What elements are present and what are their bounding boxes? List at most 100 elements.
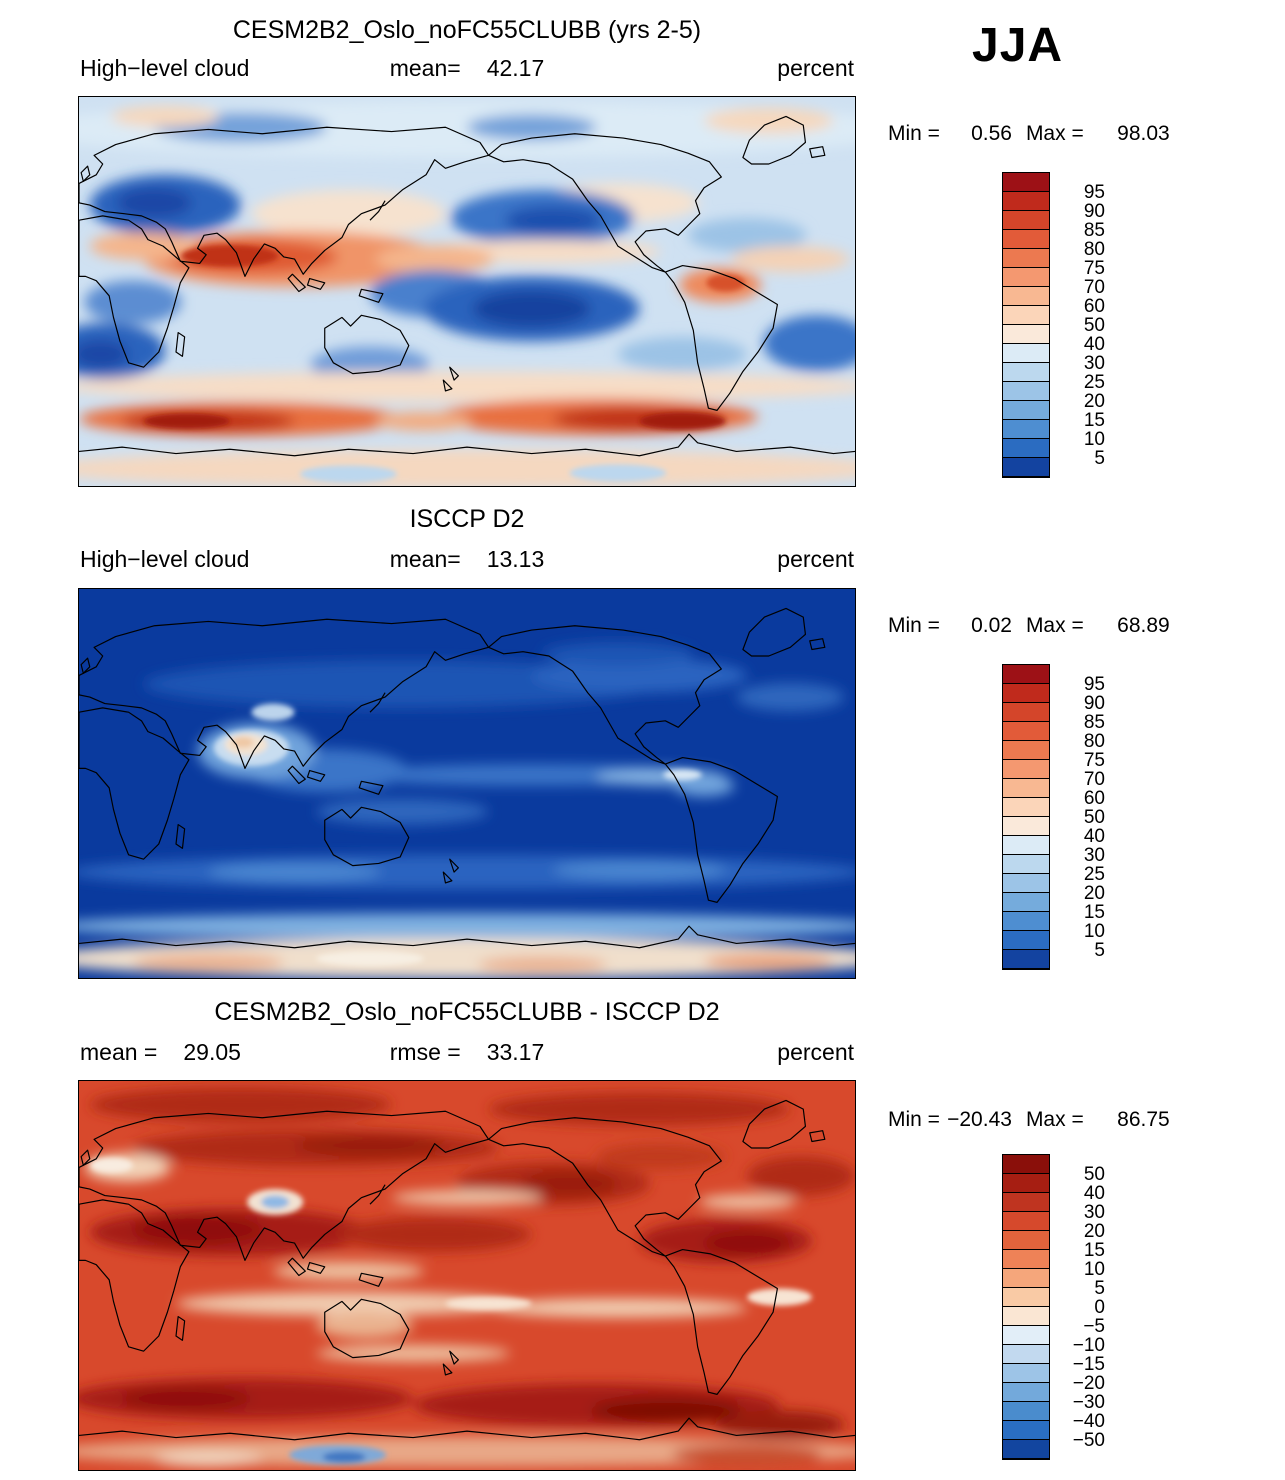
panel3-max-value: 86.75 (1117, 1108, 1170, 1131)
colorbar-box (1003, 363, 1049, 382)
panel1-minmax: Min = 0.56 Max = 98.03 (888, 122, 1218, 146)
panel3-min-value: −20.43 (947, 1108, 1012, 1131)
colorbar-tick-label: 10 (1083, 1259, 1105, 1280)
colorbar-tick-label: 90 (1083, 201, 1105, 222)
colorbar-tick-label: 80 (1083, 239, 1105, 260)
colorbar-box (1003, 344, 1049, 363)
colorbar-tick-label: 50 (1083, 807, 1105, 828)
colorbar-box (1003, 1402, 1049, 1421)
panel3-title: CESM2B2_Oslo_noFC55CLUBB - ISCCP D2 (214, 998, 720, 1026)
colorbar-tick-label: 85 (1083, 220, 1105, 241)
panel1-title: CESM2B2_Oslo_noFC55CLUBB (yrs 2-5) (232, 16, 702, 44)
colorbar-tick-label: 75 (1083, 750, 1105, 771)
colorbar-tick-label: 5 (1094, 1278, 1105, 1299)
colorbar-tick-label: 95 (1083, 182, 1105, 203)
panel1-subrow: High−level cloud mean= 42.17 percent (78, 55, 856, 85)
colorbar-box (1003, 192, 1049, 211)
panel3-minmax: Min = −20.43 Max = 86.75 (888, 1108, 1218, 1132)
panel1-min-label: Min = (888, 122, 940, 145)
panel3-rmse: rmse = 33.17 (390, 1039, 545, 1066)
colorbar-box (1003, 665, 1049, 684)
colorbar-box (1003, 306, 1049, 325)
colorbar-box (1003, 1155, 1049, 1174)
colorbar-tick-label: −15 (1072, 1354, 1105, 1375)
colorbar-tick-label: 5 (1094, 940, 1105, 961)
panel1-variable-label: High−level cloud (80, 55, 250, 81)
colorbar-box (1003, 382, 1049, 401)
colorbar-box (1003, 1212, 1049, 1231)
colorbar-tick-label: 40 (1083, 1183, 1105, 1204)
panel3-min-label: Min = (888, 1108, 940, 1131)
colorbar-box (1003, 268, 1049, 287)
world-map-isccp (79, 589, 855, 978)
panel3-max-label: Max = (1025, 1108, 1084, 1131)
colorbar-tick-label: 15 (1083, 902, 1105, 923)
panel3-units-label: percent (777, 1039, 854, 1065)
map-difference (78, 1080, 856, 1471)
panel2-units-label: percent (777, 546, 854, 572)
colorbar-tick-label: 50 (1083, 1164, 1105, 1185)
colorbar-box (1003, 230, 1049, 249)
colorbar-tick-label: 5 (1094, 448, 1105, 469)
colorbar-tick-label: 10 (1083, 429, 1105, 450)
panel3-mean: mean = 29.05 (80, 1039, 241, 1066)
panel2-title: ISCCP D2 (409, 505, 525, 533)
colorbar-box (1003, 874, 1049, 893)
colorbar-box (1003, 1174, 1049, 1193)
colorbar-box (1003, 1193, 1049, 1212)
colorbar-tick-label: 25 (1083, 372, 1105, 393)
colorbar-tick-label: 20 (1083, 883, 1105, 904)
colorbar-box (1003, 741, 1049, 760)
panel3-rmse-value: 33.17 (486, 1039, 545, 1065)
colorbar-tick-label: 30 (1083, 1202, 1105, 1223)
colorbar-box (1003, 401, 1049, 420)
panel1-colorbar: 95 90 85 80 75 70 60 50 40 30 25 20 15 10 5 (1002, 172, 1105, 478)
colorbar-tick-label: 30 (1083, 845, 1105, 866)
colorbar-tick-label: 95 (1083, 674, 1105, 695)
panel1-mean-label: mean= (389, 55, 461, 81)
colorbar-box (1003, 855, 1049, 874)
colorbar-box (1003, 1326, 1049, 1345)
colorbar-box (1003, 931, 1049, 950)
colorbar-box (1003, 760, 1049, 779)
colorbar-tick-label: 70 (1083, 769, 1105, 790)
map-model (78, 96, 856, 487)
panel3-mean-value: 29.05 (183, 1039, 241, 1065)
panel1-min-value: 0.56 (971, 122, 1012, 145)
colorbar-box (1003, 722, 1049, 741)
colorbar-tick-label: −40 (1072, 1411, 1105, 1432)
panel2-variable-label: High−level cloud (80, 546, 250, 572)
colorbar-box (1003, 684, 1049, 703)
colorbar-box (1003, 1440, 1049, 1459)
colorbar-box (1003, 1345, 1049, 1364)
colorbar-tick-label: 20 (1083, 1221, 1105, 1242)
colorbar-box (1003, 1364, 1049, 1383)
panel1-units-label: percent (777, 55, 854, 81)
colorbar-box (1003, 912, 1049, 931)
panel1-max-label: Max = (1025, 122, 1084, 145)
colorbar-box (1003, 779, 1049, 798)
colorbar-tick-label: 80 (1083, 731, 1105, 752)
colorbar-box (1003, 1288, 1049, 1307)
world-map-model (79, 97, 855, 486)
colorbar-tick-label: 30 (1083, 353, 1105, 374)
panel1-mean: mean= 42.17 (390, 55, 545, 82)
colorbar-tick-label: 70 (1083, 277, 1105, 298)
colorbar-box (1003, 1250, 1049, 1269)
panel3-subrow: mean = 29.05 rmse = 33.17 percent (78, 1039, 856, 1069)
colorbar-tick-label: −50 (1072, 1430, 1105, 1451)
panel2-min-label: Min = (888, 614, 940, 637)
world-map-difference (79, 1081, 855, 1470)
panel1-mean-value: 42.17 (486, 55, 545, 81)
panel2-mean-value: 13.13 (486, 546, 545, 572)
colorbar-tick-label: −30 (1072, 1392, 1105, 1413)
colorbar-tick-label: 40 (1083, 826, 1105, 847)
colorbar-tick-label: 75 (1083, 258, 1105, 279)
colorbar-tick-label: 40 (1083, 334, 1105, 355)
colorbar-tick-label: 25 (1083, 864, 1105, 885)
colorbar-box (1003, 950, 1049, 969)
colorbar-tick-label: 90 (1083, 693, 1105, 714)
panel2-colorbar: 95 90 85 80 75 70 60 50 40 30 25 20 15 10 5 (1002, 664, 1105, 970)
panel2-minmax: Min = 0.02 Max = 68.89 (888, 614, 1218, 638)
